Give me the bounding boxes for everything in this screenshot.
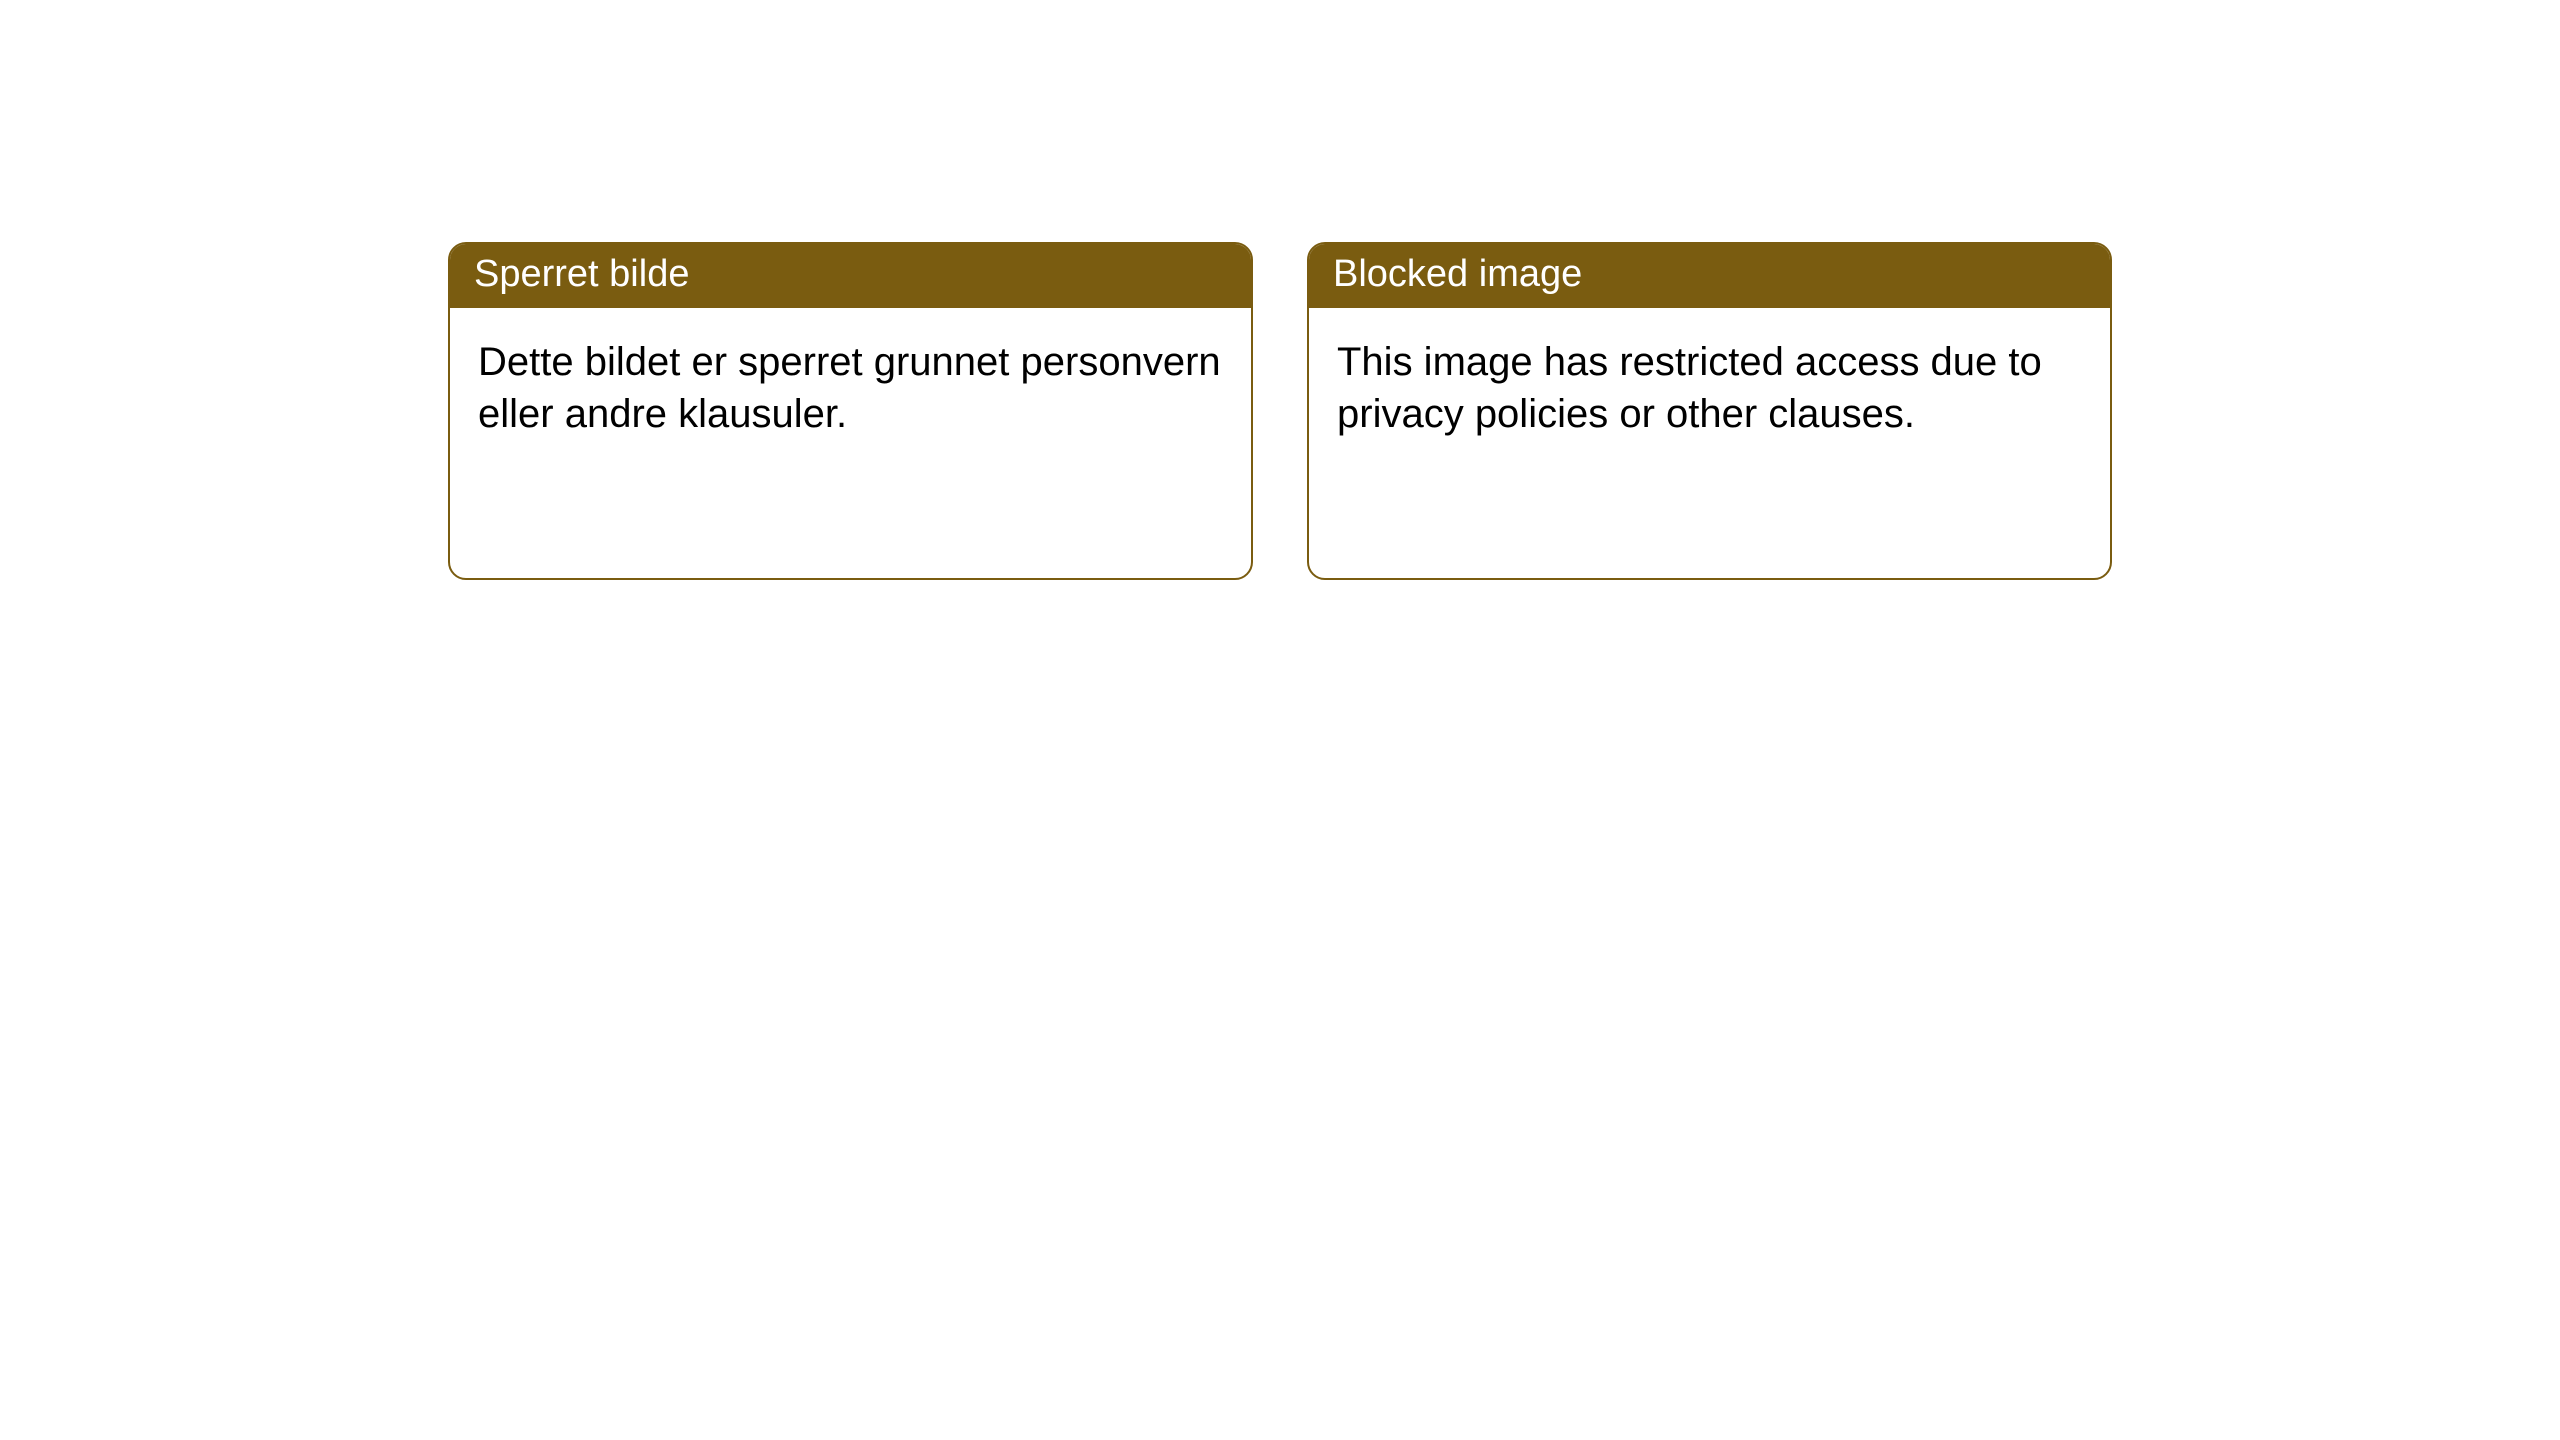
card-body: Dette bildet er sperret grunnet personve… <box>450 308 1251 578</box>
card-body: This image has restricted access due to … <box>1309 308 2110 578</box>
card-title: Sperret bilde <box>474 253 689 295</box>
notice-card-english: Blocked image This image has restricted … <box>1307 242 2112 580</box>
notice-cards-container: Sperret bilde Dette bildet er sperret gr… <box>448 242 2112 580</box>
card-title: Blocked image <box>1333 253 1582 295</box>
notice-card-norwegian: Sperret bilde Dette bildet er sperret gr… <box>448 242 1253 580</box>
card-body-text: This image has restricted access due to … <box>1337 340 2042 437</box>
card-header: Blocked image <box>1309 244 2110 308</box>
card-body-text: Dette bildet er sperret grunnet personve… <box>478 340 1221 437</box>
card-header: Sperret bilde <box>450 244 1251 308</box>
